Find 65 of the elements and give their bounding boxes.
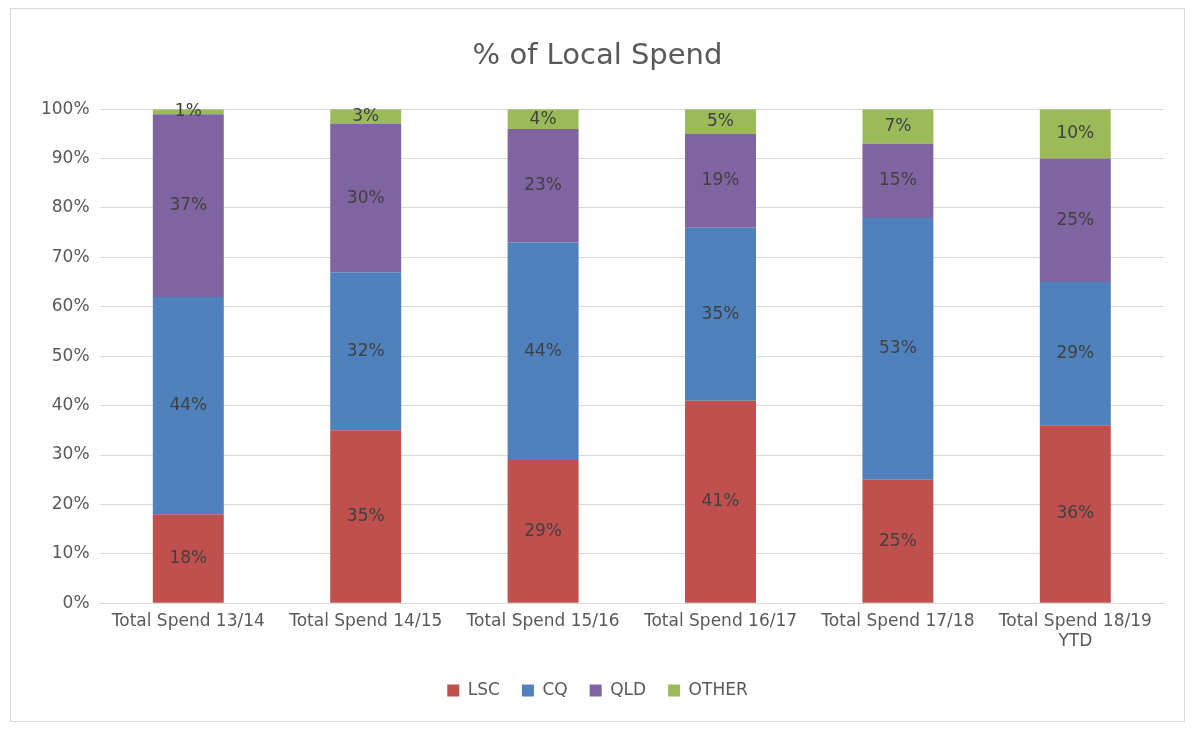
bar <box>685 133 756 228</box>
data-label: 4% <box>529 107 557 128</box>
data-label: 25% <box>879 529 917 550</box>
bar <box>507 128 579 243</box>
bar <box>862 217 934 480</box>
bar <box>152 296 224 515</box>
y-tick-label: 0% <box>62 591 90 612</box>
y-tick-label: 70% <box>51 245 90 266</box>
data-label: 29% <box>524 519 562 540</box>
data-label: 37% <box>169 193 208 214</box>
y-tick-label: 40% <box>51 394 90 415</box>
y-tick-label: 30% <box>51 443 90 464</box>
bar <box>1039 282 1111 426</box>
bar <box>685 400 756 603</box>
x-tick-label: Total Spend 18/19 YTD <box>997 609 1152 651</box>
legend-label: QLD <box>610 678 647 699</box>
y-tick-label: 10% <box>51 542 90 563</box>
data-label: 25% <box>1056 208 1095 229</box>
bar <box>152 514 224 603</box>
data-label: 44% <box>169 394 208 415</box>
chart-title: % of Local Spend <box>471 37 724 71</box>
y-tick-label: 80% <box>51 196 90 217</box>
data-label: 19% <box>701 169 740 190</box>
bar <box>1039 158 1111 283</box>
bar <box>1039 425 1111 603</box>
legend-label: OTHER <box>688 678 748 699</box>
y-tick-label: 100% <box>40 97 90 118</box>
y-tick-label: 20% <box>51 492 90 513</box>
x-tick-label: Total Spend 13/14 <box>110 609 265 630</box>
y-tick-label: 60% <box>51 295 90 316</box>
data-label: 10% <box>1056 122 1095 143</box>
bar <box>507 459 579 603</box>
bar <box>330 430 402 603</box>
data-label: 41% <box>701 490 740 511</box>
data-label: 7% <box>884 114 912 135</box>
bar <box>862 143 934 218</box>
bar <box>330 272 402 431</box>
data-label: 3% <box>352 105 380 126</box>
x-tick-label: Total Spend 14/15 <box>288 609 443 630</box>
data-label: 18% <box>169 546 208 567</box>
data-label: 32% <box>346 339 385 360</box>
data-label: 35% <box>346 504 385 525</box>
bar <box>862 479 934 603</box>
x-tick-label: Total Spend 16/17 <box>642 609 798 630</box>
bar <box>685 227 756 401</box>
data-label: 5% <box>707 109 734 130</box>
y-tick-label: 90% <box>51 147 90 168</box>
legend-label: LSC <box>467 678 500 699</box>
y-tick-label: 50% <box>51 344 90 365</box>
bar <box>1039 109 1111 159</box>
x-tick-label: Total Spend 15/16 <box>465 609 620 630</box>
bar <box>152 114 224 297</box>
data-label: 30% <box>346 186 385 207</box>
bar <box>862 109 934 144</box>
data-label: 44% <box>524 339 562 360</box>
data-label: 23% <box>524 174 562 195</box>
bar <box>507 242 579 460</box>
data-label: 15% <box>879 169 917 190</box>
data-label: 29% <box>1056 342 1095 363</box>
data-label: 35% <box>701 302 740 323</box>
bar <box>330 124 402 273</box>
x-tick-label: Total Spend 17/18 <box>820 609 975 630</box>
legend-label: CQ <box>542 678 568 699</box>
data-label: 36% <box>1056 502 1095 523</box>
data-label: 53% <box>879 337 917 358</box>
